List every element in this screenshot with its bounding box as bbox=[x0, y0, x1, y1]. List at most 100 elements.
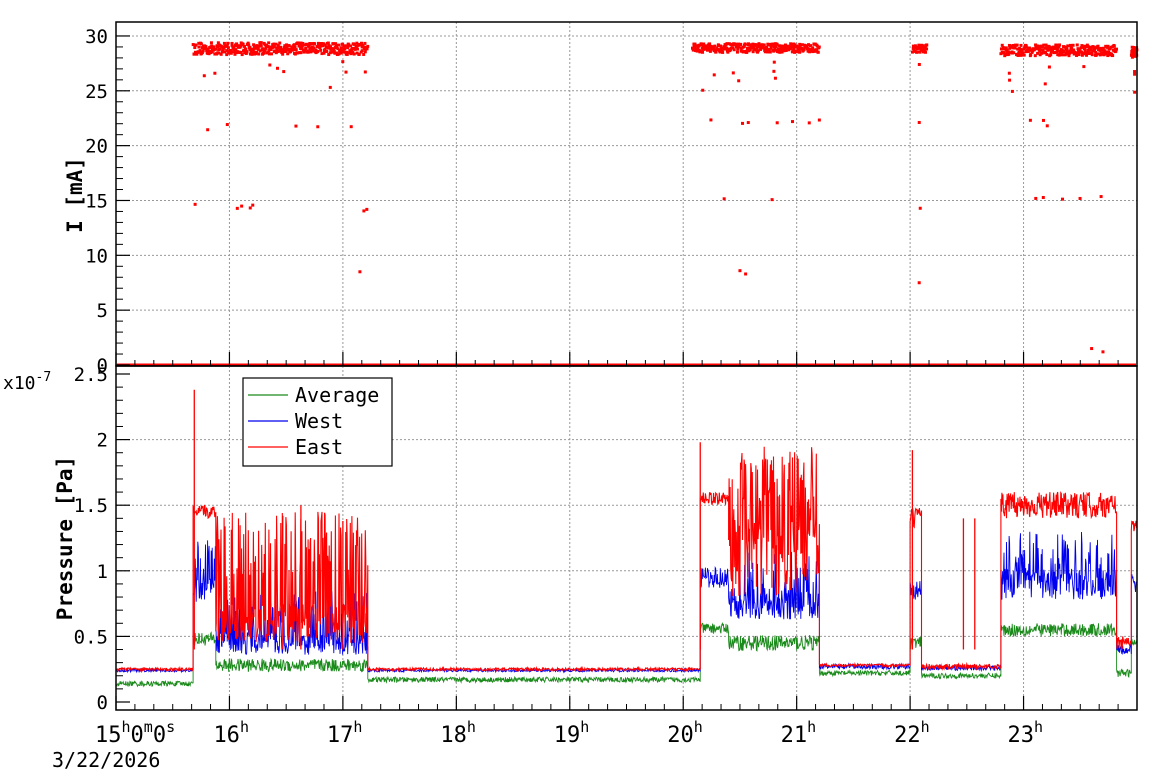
current-data-point bbox=[287, 44, 291, 48]
current-data-point bbox=[1019, 43, 1023, 47]
current-data-point bbox=[230, 41, 234, 45]
current-data-point bbox=[1019, 53, 1023, 57]
current-data-point bbox=[336, 47, 340, 51]
current-data-point bbox=[1057, 45, 1061, 49]
current-data-point bbox=[693, 45, 697, 49]
current-data-point bbox=[325, 49, 329, 53]
current-data-point bbox=[276, 44, 280, 48]
current-data-point bbox=[798, 45, 802, 49]
current-data-point bbox=[721, 50, 725, 54]
pressure-y-tick-label: 2.5 bbox=[74, 364, 108, 386]
current-data-point bbox=[731, 46, 735, 50]
current-data-point bbox=[775, 42, 779, 46]
current-data-point bbox=[334, 42, 338, 46]
current-data-point bbox=[701, 50, 705, 54]
current-data-point bbox=[925, 43, 929, 47]
current-data-point bbox=[313, 42, 317, 46]
current-data-point bbox=[310, 42, 314, 46]
current-data-point bbox=[214, 47, 218, 51]
current-data-point bbox=[1070, 46, 1074, 50]
current-data-point bbox=[1095, 52, 1099, 56]
current-data-point bbox=[226, 41, 230, 45]
current-data-point bbox=[1016, 53, 1020, 57]
pressure-line-average bbox=[115, 622, 1138, 688]
current-data-point bbox=[239, 50, 243, 54]
current-data-point bbox=[773, 47, 777, 51]
current-data-point bbox=[254, 46, 258, 50]
current-data-point bbox=[1053, 51, 1057, 55]
current-data-point bbox=[333, 51, 337, 55]
current-data-point bbox=[691, 48, 695, 52]
current-data-point bbox=[807, 121, 811, 125]
current-data-point bbox=[770, 198, 774, 202]
current-data-point bbox=[1007, 50, 1011, 54]
current-data-point bbox=[1045, 52, 1049, 56]
current-data-point bbox=[796, 47, 800, 51]
current-data-point bbox=[239, 41, 243, 45]
current-data-point bbox=[801, 43, 805, 47]
current-data-point bbox=[363, 45, 367, 49]
current-data-point bbox=[780, 49, 784, 53]
time-tick-label: 21h bbox=[781, 718, 817, 748]
current-data-point bbox=[1012, 51, 1016, 55]
current-data-point bbox=[294, 48, 298, 52]
time-tick-label: 22h bbox=[894, 718, 930, 748]
current-data-point bbox=[1090, 347, 1094, 351]
current-data-point bbox=[815, 44, 819, 48]
time-tick-label: 18h bbox=[440, 718, 476, 748]
current-data-point bbox=[294, 124, 298, 128]
current-data-point bbox=[719, 50, 723, 54]
current-data-point bbox=[338, 48, 342, 52]
current-data-point bbox=[1051, 48, 1055, 52]
pressure-y-tick-label: 0 bbox=[97, 692, 108, 714]
current-y-tick-label: 30 bbox=[85, 26, 108, 48]
current-data-point bbox=[910, 50, 914, 54]
current-data-point bbox=[362, 52, 366, 56]
current-data-point bbox=[701, 88, 705, 92]
current-data-point bbox=[1104, 52, 1108, 56]
current-data-point bbox=[259, 44, 263, 48]
current-data-point bbox=[328, 85, 332, 89]
current-data-point bbox=[762, 46, 766, 50]
current-data-point bbox=[713, 44, 717, 48]
current-data-point bbox=[272, 42, 276, 46]
current-data-point bbox=[318, 42, 322, 46]
current-data-point bbox=[301, 41, 305, 45]
current-data-point bbox=[921, 44, 925, 48]
current-data-point bbox=[229, 51, 233, 55]
current-data-point bbox=[1034, 47, 1038, 51]
current-data-point bbox=[1049, 53, 1053, 57]
current-data-point bbox=[251, 203, 255, 207]
current-data-point bbox=[311, 49, 315, 53]
current-data-point bbox=[312, 46, 316, 50]
legend-label-average: Average bbox=[295, 383, 379, 407]
current-data-point bbox=[366, 44, 370, 48]
current-data-point bbox=[349, 44, 353, 48]
current-data-point bbox=[198, 49, 202, 53]
current-data-point bbox=[269, 45, 273, 49]
current-data-point bbox=[225, 53, 229, 57]
current-data-point bbox=[349, 125, 353, 129]
current-data-point bbox=[330, 50, 334, 54]
current-data-point bbox=[206, 47, 210, 51]
current-data-point bbox=[753, 47, 757, 51]
current-data-point bbox=[777, 44, 781, 48]
current-data-point bbox=[1078, 196, 1082, 200]
current-data-point bbox=[300, 47, 304, 51]
current-panel: 0 5 10 15 20 25 30 I [mA] bbox=[63, 21, 1139, 377]
current-data-point bbox=[1112, 44, 1116, 48]
current-data-point bbox=[1133, 70, 1137, 74]
current-data-point bbox=[235, 206, 239, 210]
current-data-point bbox=[213, 71, 217, 75]
current-data-point bbox=[355, 47, 359, 51]
current-data-point bbox=[1085, 51, 1089, 55]
current-data-point bbox=[216, 41, 220, 45]
current-data-point bbox=[1042, 43, 1046, 47]
current-data-point bbox=[923, 50, 927, 54]
current-data-point bbox=[795, 50, 799, 54]
current-data-point bbox=[751, 42, 755, 46]
current-data-point bbox=[343, 47, 347, 51]
current-data-point bbox=[1071, 43, 1075, 47]
